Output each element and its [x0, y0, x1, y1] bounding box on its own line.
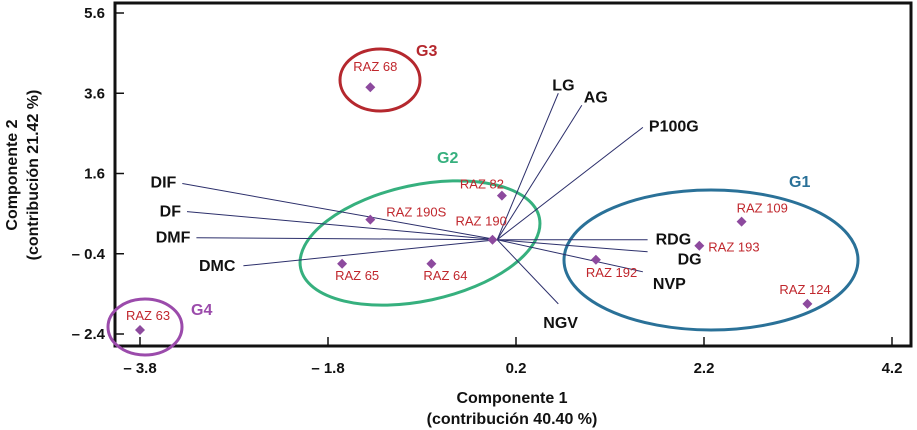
vector-line-dmf	[196, 237, 498, 241]
group-ellipse-g1	[562, 188, 860, 332]
vector-label-dg: DG	[678, 252, 702, 269]
data-point-marker	[365, 82, 376, 93]
data-point-marker	[426, 258, 437, 269]
data-point-label: RAZ 190S	[386, 205, 446, 220]
data-point-marker	[365, 214, 376, 225]
x-tick-label: 2.2	[694, 360, 715, 377]
data-point-marker	[487, 234, 498, 245]
x-tick-label: – 1.8	[311, 360, 344, 377]
vector-label-dmc: DMC	[199, 258, 236, 275]
vector-label-ag: AG	[584, 89, 608, 106]
x-tick-label: 4.2	[882, 360, 903, 377]
data-point-label: RAZ 82	[460, 177, 504, 192]
vector-label-rdg: RDG	[656, 232, 692, 249]
data-point-marker	[736, 216, 747, 227]
data-point-label: RAZ 124	[779, 282, 830, 297]
y-tick-label: 3.6	[84, 85, 105, 102]
vector-label-df: DF	[160, 204, 182, 221]
vector-line-p100g	[496, 126, 644, 241]
vector-line-nvp	[497, 239, 644, 273]
vector-line-lg	[496, 93, 559, 240]
group-label-g1: G1	[789, 174, 810, 191]
data-point-label: RAZ 192	[586, 265, 637, 280]
y-tick-label: 5.6	[84, 5, 105, 22]
vector-label-dmf: DMF	[156, 230, 191, 247]
vector-line-dmc	[243, 239, 498, 267]
y-axis-title: Componente 2	[4, 119, 21, 230]
group-label-g3: G3	[416, 43, 437, 60]
data-point-marker	[590, 254, 601, 265]
data-point-label: RAZ 193	[708, 240, 759, 255]
vector-line-dif	[182, 183, 498, 241]
group-ellipse-g4	[106, 297, 184, 357]
x-tick-label: 0.2	[506, 360, 527, 377]
vector-line-df	[186, 211, 498, 241]
vector-line-ag	[496, 105, 583, 240]
x-axis-title: Componente 1	[456, 390, 567, 407]
group-ellipse-g2	[298, 179, 542, 307]
data-point-label: RAZ 109	[737, 201, 788, 216]
vector-label-lg: LG	[552, 77, 574, 94]
data-point-label: RAZ 63	[126, 308, 170, 323]
vector-label-nvp: NVP	[653, 276, 686, 293]
vector-label-p100g: P100G	[649, 118, 699, 135]
data-point-marker	[337, 258, 348, 269]
data-point-marker	[135, 324, 145, 335]
data-point-label: RAZ 64	[423, 268, 467, 283]
data-point-marker	[802, 298, 813, 309]
x-tick-label: – 3.8	[123, 360, 156, 377]
y-tick-label: – 0.4	[72, 246, 106, 263]
plot-frame	[113, 1, 913, 348]
group-label-g2: G2	[437, 150, 458, 167]
data-point-label: RAZ 68	[353, 59, 397, 74]
y-axis-subtitle: (contribución 21.42 %)	[25, 90, 42, 261]
x-axis-subtitle: (contribución 40.40 %)	[427, 411, 598, 428]
y-tick-label: 1.6	[84, 166, 105, 183]
y-tick-label: – 2.4	[72, 326, 106, 343]
group-ellipse-g3	[338, 47, 422, 113]
group-label-g4: G4	[191, 302, 212, 319]
vector-label-dif: DIF	[151, 175, 177, 192]
data-point-label: RAZ 65	[335, 268, 379, 283]
plot-area: 5.6 3.6 1.6 – 0.4 – 2.4 – 3.8 – 1.8 0.2 2.2 4.2 G1…	[72, 1, 913, 377]
vector-label-ngv: NGV	[543, 315, 578, 332]
data-point-marker	[694, 240, 705, 251]
data-point-label: RAZ 190	[456, 214, 507, 229]
vector-line-dg	[497, 239, 648, 253]
data-point-marker	[496, 190, 507, 201]
vector-line-ngv	[496, 239, 559, 305]
